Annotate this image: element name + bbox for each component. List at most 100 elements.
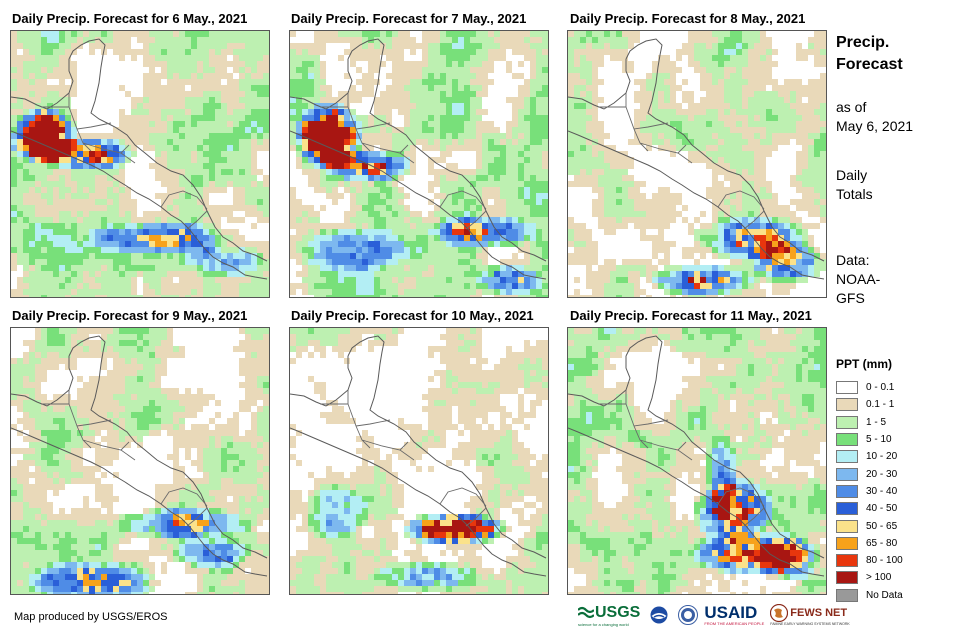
forecast-title: Precip. Forecast — [836, 32, 946, 76]
map-title-may-7: Daily Precip. Forecast for 7 May., 2021 — [291, 11, 527, 26]
daily-totals-note: Daily Totals — [836, 166, 873, 204]
data-source: Data: NOAA- GFS — [836, 251, 880, 308]
dhs-seal-icon — [678, 605, 699, 625]
legend-item: No Data — [836, 587, 903, 604]
usgs-tagline: science for a changing world — [578, 621, 629, 627]
legend-swatch — [836, 381, 858, 395]
legend-item: 1 - 5 — [836, 414, 903, 431]
as-of-value: May 6, 2021 — [836, 118, 914, 134]
data-source-line3: GFS — [836, 290, 865, 306]
legend-item: > 100 — [836, 569, 903, 586]
coastline-north — [11, 356, 74, 407]
map-panel-may-8 — [567, 30, 827, 298]
precip-map-may-8 — [568, 31, 826, 297]
usgs-wordmark: USGS — [595, 603, 641, 621]
map-panel-may-9 — [10, 327, 270, 595]
legend-swatch — [836, 588, 858, 602]
daily-totals-line1: Daily — [836, 167, 868, 183]
legend-label: 0.1 - 1 — [866, 399, 895, 411]
legend-item: 80 - 100 — [836, 552, 903, 569]
legend-item: 0.1 - 1 — [836, 396, 903, 413]
legend-label: 0 - 0.1 — [866, 382, 895, 394]
map-panel-may-11 — [567, 327, 827, 595]
legend-label: 1 - 5 — [866, 416, 887, 428]
data-source-line2: NOAA- — [836, 271, 881, 287]
legend-swatch — [836, 398, 858, 412]
legend-label: 80 - 100 — [866, 555, 903, 567]
legend-swatch — [836, 571, 858, 585]
noaa-seal-icon — [650, 606, 668, 624]
forecast-title-line2: Forecast — [836, 56, 903, 73]
legend-label: 5 - 10 — [866, 434, 892, 446]
legend-label: 50 - 65 — [866, 520, 898, 532]
legend-item: 50 - 65 — [836, 517, 903, 534]
coastline — [11, 38, 268, 280]
legend-label: No Data — [866, 589, 903, 601]
legend-label: 10 - 20 — [866, 451, 898, 463]
coastline — [290, 38, 547, 280]
map-title-may-11: Daily Precip. Forecast for 11 May., 2021 — [570, 308, 812, 323]
usaid-tagline: FROM THE AMERICAN PEOPLE — [704, 620, 765, 626]
precip-map-may-7 — [290, 31, 548, 297]
map-title-may-10: Daily Precip. Forecast for 10 May., 2021 — [291, 308, 534, 323]
as-of-label: as of — [836, 99, 867, 115]
fewsnet-logo: FEWS NET FAMINE EARLY WARNING SYSTEMS NE… — [770, 604, 850, 626]
coastline — [568, 38, 825, 280]
usgs-wave-icon — [578, 606, 594, 618]
fewsnet-wordmark: FEWS NET — [790, 607, 848, 619]
legend-swatch — [836, 502, 858, 516]
country-borders — [41, 390, 208, 527]
legend-title: PPT (mm) — [836, 357, 893, 371]
legend-label: 40 - 50 — [866, 503, 898, 515]
country-borders — [41, 93, 208, 230]
legend-item: 20 - 30 — [836, 465, 903, 482]
country-borders — [598, 93, 765, 230]
noaa-logo — [650, 606, 668, 624]
usaid-logo: USAID FROM THE AMERICAN PEOPLE — [704, 604, 765, 626]
legend-label: 20 - 30 — [866, 468, 898, 480]
precip-cells — [290, 328, 548, 594]
coastline-north — [290, 356, 353, 407]
legend-item: 0 - 0.1 — [836, 379, 903, 396]
precip-map-may-9 — [11, 328, 269, 594]
map-title-may-6: Daily Precip. Forecast for 6 May., 2021 — [12, 11, 248, 26]
legend-rows: 0 - 0.1 0.1 - 1 1 - 5 5 - 10 10 - 20 20 - 30 3… — [836, 379, 903, 604]
precip-cells — [568, 328, 826, 594]
precip-map-may-6 — [11, 31, 269, 297]
as-of-date: as of May 6, 2021 — [836, 98, 913, 136]
fewsnet-globe-icon — [770, 604, 789, 622]
dhs-logo — [678, 605, 699, 625]
coastline-north — [568, 356, 631, 407]
map-title-may-8: Daily Precip. Forecast for 8 May., 2021 — [570, 11, 806, 26]
legend-swatch — [836, 415, 858, 429]
legend-item: 5 - 10 — [836, 431, 903, 448]
legend-label: 65 - 80 — [866, 537, 898, 549]
legend-swatch — [836, 554, 858, 568]
legend-label: 30 - 40 — [866, 485, 898, 497]
map-panel-may-6 — [10, 30, 270, 298]
precip-cells — [11, 328, 269, 594]
fewsnet-tagline: FAMINE EARLY WARNING SYSTEMS NETWORK — [770, 622, 850, 626]
precip-map-may-10 — [290, 328, 548, 594]
country-borders — [320, 93, 487, 230]
map-panel-may-10 — [289, 327, 549, 595]
country-borders — [598, 390, 765, 527]
legend-swatch — [836, 484, 858, 498]
daily-totals-line2: Totals — [836, 186, 873, 202]
legend-item: 30 - 40 — [836, 483, 903, 500]
precip-cells — [290, 31, 548, 297]
country-borders — [320, 390, 487, 527]
coastline — [290, 335, 547, 577]
map-panel-may-7 — [289, 30, 549, 298]
legend-swatch — [836, 519, 858, 533]
map-title-may-9: Daily Precip. Forecast for 9 May., 2021 — [12, 308, 248, 323]
map-credit: Map produced by USGS/EROS — [14, 611, 168, 623]
legend-item: 65 - 80 — [836, 535, 903, 552]
coastline-north — [568, 59, 631, 110]
forecast-title-line1: Precip. — [836, 34, 890, 51]
legend-label: > 100 — [866, 572, 892, 584]
partner-logos: USGS science for a changing world USAID … — [578, 600, 860, 630]
legend-item: 40 - 50 — [836, 500, 903, 517]
legend-swatch — [836, 467, 858, 481]
precip-legend: PPT (mm) 0 - 0.1 0.1 - 1 1 - 5 5 - 10 10 - 2… — [836, 357, 903, 604]
